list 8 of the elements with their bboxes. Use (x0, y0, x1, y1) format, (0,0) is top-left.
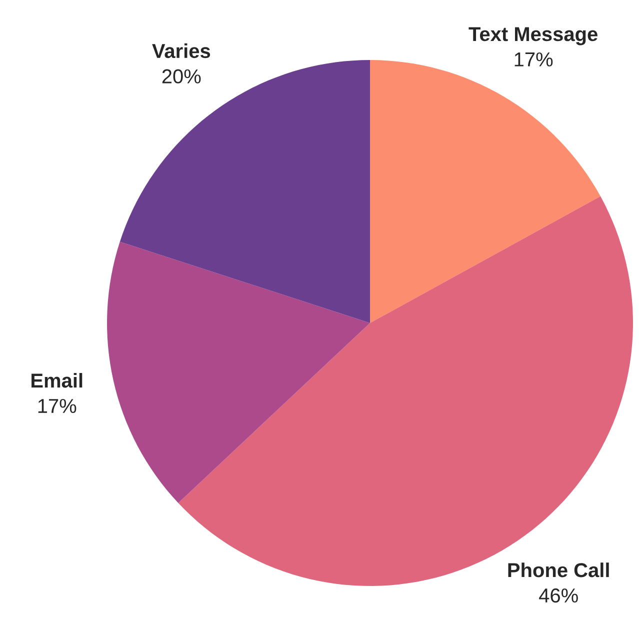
data-label: 17% (38, 398, 76, 413)
slice-label: Email (32, 373, 82, 388)
data-label: 17% (514, 52, 553, 66)
slice-label: Phone Call (508, 562, 609, 578)
data-label: 46% (539, 588, 578, 603)
slice-label: Text Message (468, 27, 598, 46)
slice-label: Varies (152, 43, 210, 58)
data-label: 20% (162, 69, 201, 84)
